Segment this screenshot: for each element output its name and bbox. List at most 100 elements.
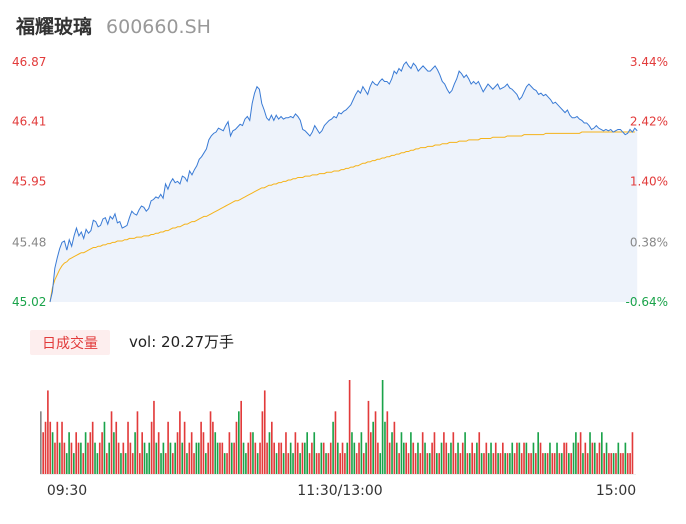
volume-bar — [506, 453, 509, 474]
y-percent-tick-label: 0.38% — [630, 235, 668, 249]
volume-bar — [379, 453, 382, 474]
volume-bar — [327, 453, 330, 474]
volume-bar — [596, 453, 598, 474]
volume-bar — [285, 432, 287, 474]
volume-bar — [54, 442, 56, 474]
volume-bar — [73, 453, 75, 474]
volume-bar — [428, 453, 431, 474]
volume-bar — [565, 442, 568, 474]
volume-bar — [226, 453, 228, 474]
volume-bar — [106, 453, 108, 474]
volume-bar — [282, 453, 285, 474]
volume-bar — [372, 421, 374, 474]
volume-bar — [436, 453, 438, 474]
volume-bar — [393, 421, 396, 474]
volume-bar — [384, 421, 386, 474]
volume-bar — [490, 442, 492, 474]
volume-tab[interactable]: 日成交量 — [30, 330, 110, 355]
volume-bar — [339, 453, 341, 474]
volume-bar — [560, 453, 563, 474]
volume-bar — [77, 442, 80, 474]
volume-bar — [544, 453, 547, 474]
volume-bar — [622, 453, 624, 474]
volume-bar — [362, 453, 365, 474]
volume-bar — [332, 421, 334, 474]
volume-bar — [98, 442, 101, 474]
volume-bar — [61, 421, 63, 474]
volume-bar — [511, 442, 514, 474]
volume-bar — [504, 453, 506, 474]
volume-bar — [527, 453, 530, 474]
volume-bar — [601, 432, 603, 474]
volume-bar — [221, 442, 224, 474]
volume-bar — [440, 442, 443, 474]
volume-bar — [537, 432, 539, 474]
volume-bar — [419, 453, 422, 474]
volume-bar — [94, 442, 96, 474]
volume-bar — [502, 442, 504, 474]
volume-bar — [575, 432, 577, 474]
volume-bar — [464, 432, 466, 474]
volume-bar — [44, 421, 47, 474]
price-lines — [49, 61, 638, 303]
volume-bar — [403, 442, 405, 474]
volume-bar — [629, 453, 631, 474]
volume-bar — [520, 453, 523, 474]
volume-bar — [146, 453, 148, 474]
volume-bar — [487, 453, 490, 474]
volume-bar — [410, 432, 412, 474]
volume-bar — [181, 442, 184, 474]
volume-bar — [391, 432, 393, 474]
volume-bar — [197, 442, 200, 474]
volume-bar — [230, 442, 233, 474]
volume-bar — [68, 432, 70, 474]
volume-bar — [617, 442, 620, 474]
volume-bar — [313, 432, 316, 474]
volume-bar — [263, 390, 266, 474]
volume-bar — [358, 442, 360, 474]
volume-bar — [551, 453, 554, 474]
volume-bar — [131, 453, 134, 474]
volume-bar — [445, 442, 448, 474]
volume-bar — [120, 453, 122, 474]
volume-bar — [459, 453, 462, 474]
volume-bar — [167, 421, 169, 474]
volume-bar — [454, 453, 457, 474]
volume-bar — [214, 432, 217, 474]
volume-bar — [388, 442, 391, 474]
volume-bar — [563, 442, 565, 474]
volume-bar — [207, 442, 209, 474]
volume-bar — [593, 442, 596, 474]
volume-bar — [608, 453, 610, 474]
volume-bar — [407, 453, 410, 474]
volume-bar — [421, 432, 424, 474]
volume-bar — [87, 442, 89, 474]
price-area-fill — [50, 62, 638, 302]
volume-bar — [334, 411, 337, 474]
volume-bar — [240, 400, 242, 474]
y-percent-tick-label: 1.40% — [630, 174, 668, 188]
volume-bar — [176, 432, 179, 474]
volume-bar — [377, 442, 379, 474]
time-tick-label: 11:30/13:00 — [297, 483, 382, 499]
volume-bar — [589, 432, 591, 474]
volume-bar — [301, 442, 304, 474]
volume-bar — [273, 442, 275, 474]
volume-bar — [360, 432, 363, 474]
volume-bar — [346, 442, 349, 474]
volume-bar — [150, 421, 153, 474]
volume-bar — [245, 453, 247, 474]
volume-bar — [47, 390, 49, 474]
volume-bar — [299, 453, 301, 474]
volume-bar — [518, 442, 521, 474]
volume-bar — [329, 442, 332, 474]
volume-bar — [584, 442, 587, 474]
volume-bar — [292, 453, 294, 474]
volume-bar — [525, 442, 528, 474]
time-tick-label: 09:30 — [47, 483, 87, 499]
volume-bar — [254, 442, 257, 474]
volume-bar — [631, 432, 634, 474]
volume-bar — [49, 421, 52, 474]
volume-bar — [469, 453, 471, 474]
volume-bar — [577, 442, 580, 474]
